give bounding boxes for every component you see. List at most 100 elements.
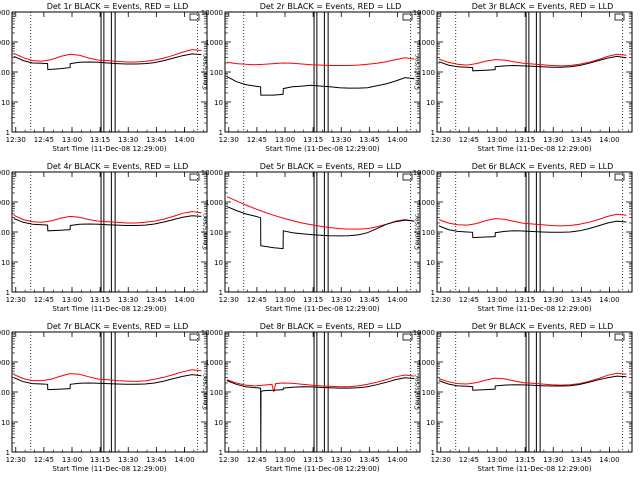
y-tick-label: 1	[6, 129, 10, 137]
y-tick-label: 100	[210, 389, 223, 397]
plot-frame	[224, 171, 421, 293]
x-tick-label: 14:00	[599, 456, 619, 464]
x-tick-label: 12:30	[219, 456, 239, 464]
panel-title: Det 8r BLACK = Events, RED = LLD	[260, 322, 402, 331]
x-tick-label: 12:45	[247, 136, 267, 144]
x-tick-label: 13:00	[62, 136, 82, 144]
x-tick-label: 12:45	[34, 136, 54, 144]
x-tick-label: 13:30	[118, 136, 138, 144]
series-lld	[438, 213, 627, 227]
y-tick-label: 1	[219, 289, 223, 297]
panel-1: Det 1r BLACK = Events, RED = LLD 1 10 100 10…	[0, 2, 208, 153]
panel-3: Det 3r BLACK = Events, RED = LLD 1 10 100 10…	[413, 2, 633, 153]
x-axis-label: Start Time (11-Dec-08 12:29:00)	[52, 305, 166, 313]
x-tick-label: 12:30	[6, 296, 26, 304]
x-tick-label: 13:00	[487, 136, 507, 144]
series-lld	[226, 57, 415, 66]
plot-frame	[224, 11, 421, 133]
y-tick-label: 10	[426, 99, 435, 107]
x-tick-label: 13:30	[543, 456, 563, 464]
y-tick-label: 10000	[201, 329, 223, 337]
x-tick-label: 13:00	[275, 296, 295, 304]
y-tick-label: 1	[219, 449, 223, 457]
y-axis-label: Counts/sec	[413, 374, 421, 410]
panel-title: Det 3r BLACK = Events, RED = LLD	[472, 2, 614, 11]
y-tick-label: 100	[422, 229, 435, 237]
y-tick-label: 1000	[205, 39, 223, 47]
y-tick-label: 1	[431, 129, 435, 137]
panel-title: Det 9r BLACK = Events, RED = LLD	[472, 322, 614, 331]
series-lld	[438, 53, 627, 67]
x-tick-label: 13:15	[90, 456, 110, 464]
panel-title: Det 6r BLACK = Events, RED = LLD	[472, 162, 614, 171]
x-tick-label: 13:15	[303, 456, 323, 464]
y-axis-label: Counts/sec	[201, 54, 209, 90]
x-axis-label: Start Time (11-Dec-08 12:29:00)	[477, 305, 591, 313]
x-axis-label: Start Time (11-Dec-08 12:29:00)	[477, 465, 591, 473]
y-tick-label: 1000	[205, 359, 223, 367]
y-tick-label: 100	[0, 389, 10, 397]
x-tick-label: 13:30	[331, 136, 351, 144]
y-tick-label: 1000	[417, 359, 435, 367]
y-axis-label: Counts/sec	[201, 214, 209, 250]
series-events	[226, 76, 415, 96]
y-axis-label: Counts/sec	[413, 214, 421, 250]
panel-title: Det 2r BLACK = Events, RED = LLD	[260, 2, 402, 11]
y-tick-label: 10	[1, 99, 10, 107]
x-tick-label: 13:45	[571, 456, 591, 464]
plot-frame	[436, 11, 633, 133]
y-tick-label: 1	[219, 129, 223, 137]
x-tick-label: 12:45	[34, 456, 54, 464]
panel-9: Det 9r BLACK = Events, RED = LLD 1 10 100 10…	[413, 322, 633, 473]
plot-frame	[11, 11, 208, 133]
legend-box	[614, 333, 625, 341]
series-lld	[226, 374, 415, 393]
y-tick-label: 100	[210, 229, 223, 237]
x-tick-label: 13:00	[487, 296, 507, 304]
panel-8: Det 8r BLACK = Events, RED = LLD 1 10 100 10…	[201, 322, 421, 473]
y-tick-label: 10	[1, 419, 10, 427]
series-events	[438, 55, 627, 72]
x-axis-label: Start Time (11-Dec-08 12:29:00)	[265, 145, 379, 153]
series-events	[226, 206, 415, 250]
legend-box	[189, 173, 200, 181]
x-tick-label: 13:30	[331, 456, 351, 464]
x-tick-label: 12:45	[247, 456, 267, 464]
plot-frame	[436, 331, 633, 453]
x-tick-label: 13:00	[275, 136, 295, 144]
y-tick-label: 1000	[417, 39, 435, 47]
x-tick-label: 13:15	[90, 136, 110, 144]
x-tick-label: 12:30	[431, 456, 451, 464]
y-tick-label: 10000	[0, 169, 10, 177]
x-axis-label: Start Time (11-Dec-08 12:29:00)	[265, 305, 379, 313]
x-tick-label: 13:15	[515, 456, 535, 464]
x-axis-label: Start Time (11-Dec-08 12:29:00)	[265, 465, 379, 473]
y-axis-label: Counts/sec	[413, 54, 421, 90]
x-tick-label: 14:00	[174, 456, 194, 464]
y-tick-label: 100	[0, 69, 10, 77]
panel-title: Det 1r BLACK = Events, RED = LLD	[47, 2, 189, 11]
y-tick-label: 1000	[205, 199, 223, 207]
y-tick-label: 10000	[413, 329, 435, 337]
y-axis-label: Counts/sec	[201, 374, 209, 410]
series-events	[13, 374, 202, 391]
legend-box	[402, 13, 413, 21]
x-axis-label: Start Time (11-Dec-08 12:29:00)	[52, 465, 166, 473]
x-tick-label: 12:30	[431, 296, 451, 304]
series-lld	[13, 369, 202, 382]
panel-2: Det 2r BLACK = Events, RED = LLD 1 10 100 10…	[201, 2, 421, 153]
legend-box	[402, 173, 413, 181]
x-tick-label: 13:30	[543, 136, 563, 144]
x-tick-label: 12:45	[459, 456, 479, 464]
x-tick-label: 13:15	[515, 136, 535, 144]
x-axis-label: Start Time (11-Dec-08 12:29:00)	[477, 145, 591, 153]
x-axis-label: Start Time (11-Dec-08 12:29:00)	[52, 145, 166, 153]
x-tick-label: 12:30	[6, 456, 26, 464]
x-tick-label: 13:45	[359, 296, 379, 304]
x-tick-label: 13:15	[303, 136, 323, 144]
x-tick-label: 14:00	[387, 296, 407, 304]
y-tick-label: 10	[426, 419, 435, 427]
legend-box	[402, 333, 413, 341]
plot-frame	[436, 171, 633, 293]
